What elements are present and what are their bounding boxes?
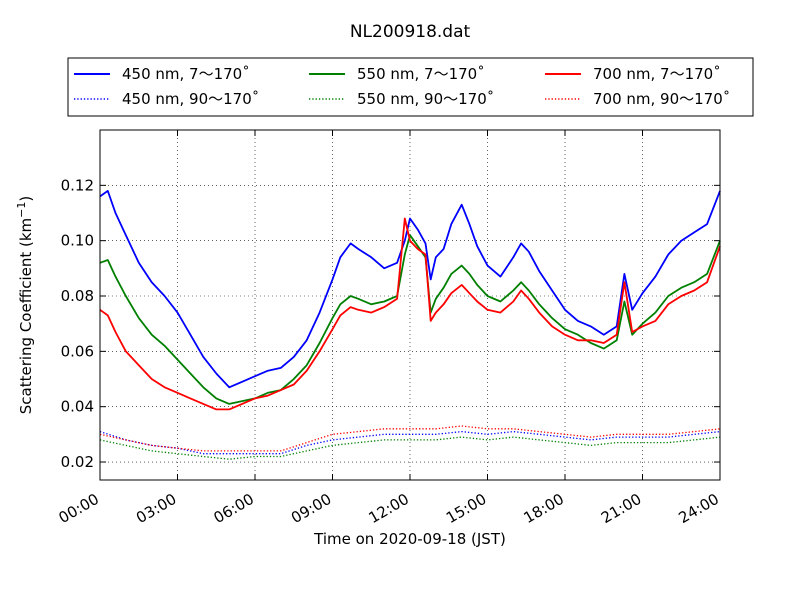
y-axis-label-superscript: −1 bbox=[15, 202, 28, 218]
grid bbox=[100, 130, 720, 480]
plot-area bbox=[100, 130, 720, 480]
y-axis-label-end: ) bbox=[17, 196, 35, 202]
legend: 450 nm, 7～170˚ 550 nm, 7～170˚ 700 nm, 7～17… bbox=[67, 57, 754, 117]
legend-entries: 450 nm, 7～170˚ 550 nm, 7～170˚ 700 nm, 7～17… bbox=[74, 65, 730, 108]
legend-label: 550 nm, 7～170˚ bbox=[357, 65, 485, 83]
y-tick-label: 0.04 bbox=[61, 398, 94, 416]
y-tick-label: 0.10 bbox=[61, 232, 94, 250]
legend-label: 700 nm, 7～170˚ bbox=[593, 65, 721, 83]
legend-label: 450 nm, 7～170˚ bbox=[122, 65, 250, 83]
y-tick-label: 0.06 bbox=[61, 342, 94, 360]
legend-label: 550 nm, 90～170˚ bbox=[357, 90, 494, 108]
series-group bbox=[99, 189, 721, 460]
series-line bbox=[99, 189, 721, 389]
y-axis-label-main: Scattering Coefficient (km bbox=[17, 218, 35, 414]
legend-label: 700 nm, 90～170˚ bbox=[593, 90, 730, 108]
series-line bbox=[99, 425, 721, 452]
series-line bbox=[99, 430, 721, 455]
y-tick-label: 0.08 bbox=[61, 287, 94, 305]
series-line bbox=[99, 217, 721, 411]
y-tick-label: 0.02 bbox=[61, 453, 94, 471]
chart-title: NL200918.dat bbox=[350, 22, 471, 42]
legend-label: 450 nm, 90～170˚ bbox=[122, 90, 259, 108]
y-axis-label: Scattering Coefficient (km−1) bbox=[15, 196, 35, 415]
y-tick-label: 0.12 bbox=[61, 176, 94, 194]
legend-box bbox=[67, 57, 754, 117]
x-axis-label: Time on 2020-09-18 (JST) bbox=[313, 530, 506, 548]
